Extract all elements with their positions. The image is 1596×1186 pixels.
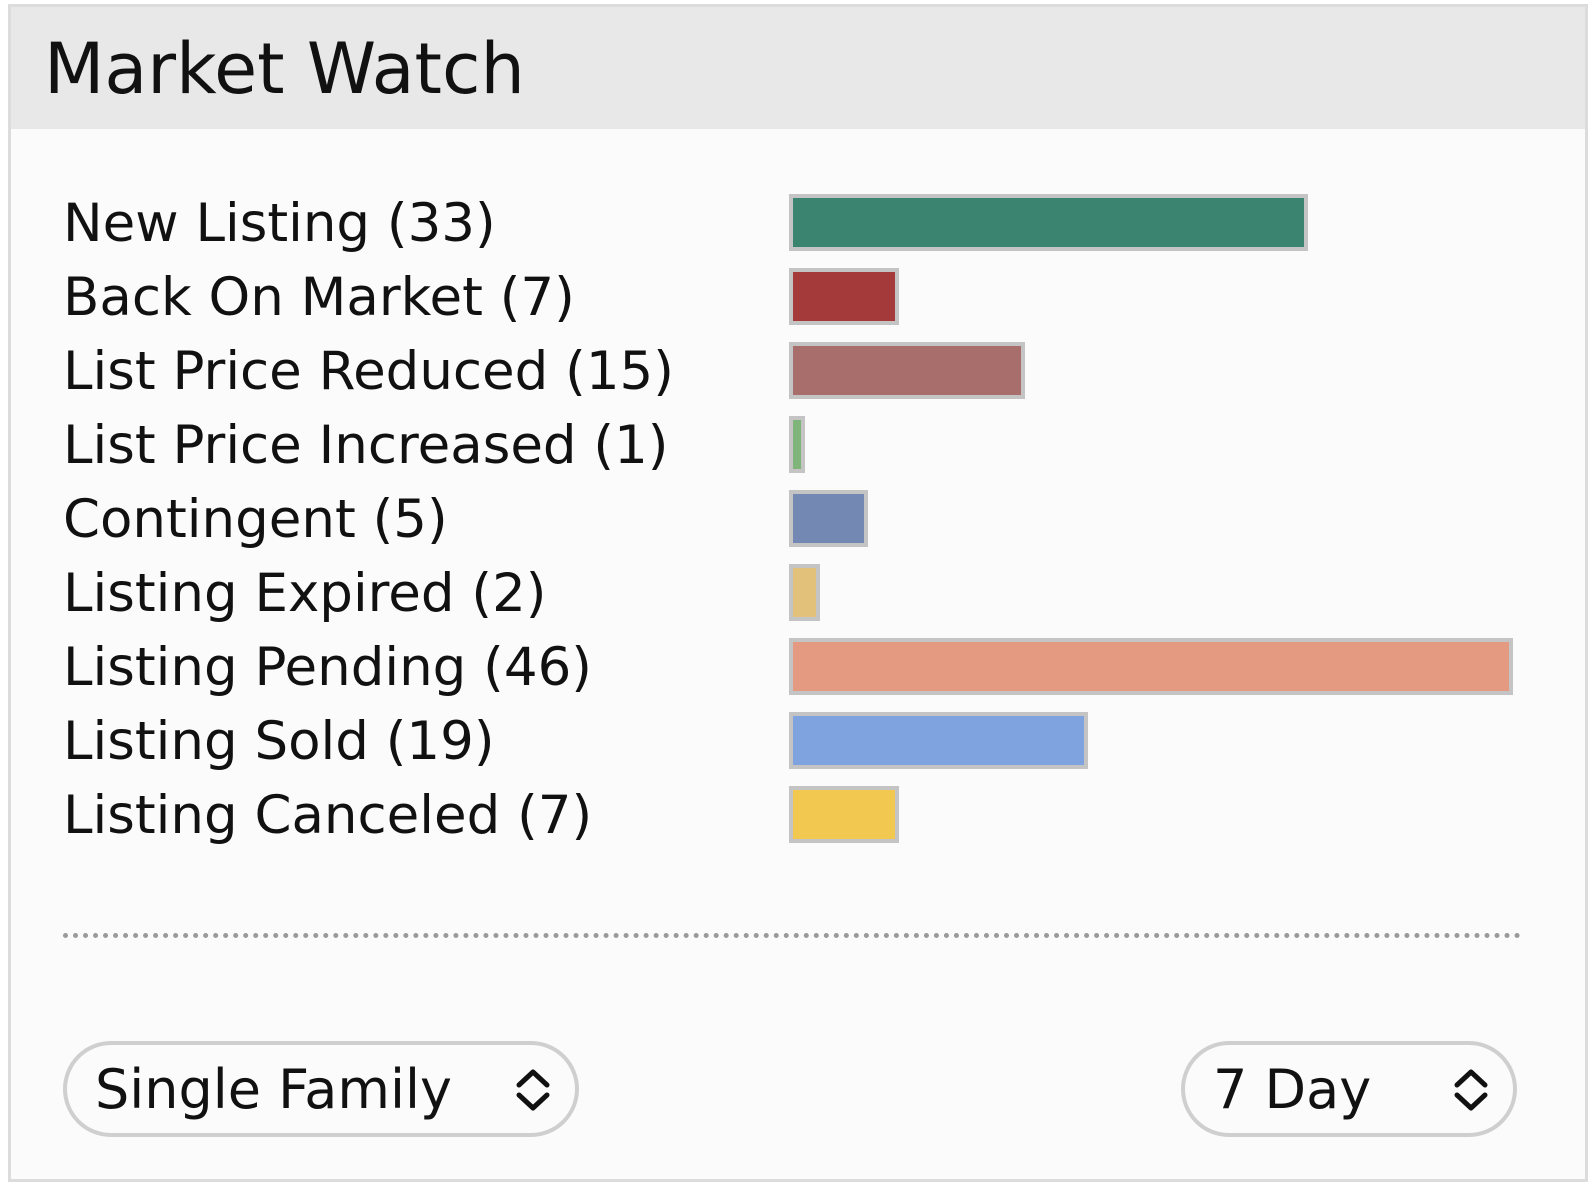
stat-bar[interactable] — [789, 490, 868, 547]
dotted-divider — [63, 933, 1521, 938]
stat-bar[interactable] — [789, 786, 899, 843]
stat-bar[interactable] — [789, 194, 1308, 251]
stat-row[interactable]: Contingent (5) — [11, 483, 1585, 557]
stat-row[interactable]: List Price Reduced (15) — [11, 335, 1585, 409]
stat-bar[interactable] — [789, 564, 820, 621]
stat-label[interactable]: New Listing (33) — [63, 193, 496, 254]
stat-label[interactable]: Listing Expired (2) — [63, 563, 547, 624]
stat-bar[interactable] — [789, 638, 1513, 695]
stat-bar[interactable] — [789, 268, 899, 325]
stat-row[interactable]: Listing Pending (46) — [11, 631, 1585, 705]
property-type-value: Single Family — [95, 1058, 452, 1121]
stat-row[interactable]: New Listing (33) — [11, 187, 1585, 261]
time-range-value: 7 Day — [1213, 1058, 1372, 1121]
property-type-select[interactable]: Single Family — [63, 1041, 579, 1137]
stat-row[interactable]: Listing Sold (19) — [11, 705, 1585, 779]
stat-row[interactable]: Back On Market (7) — [11, 261, 1585, 335]
panel-title: Market Watch — [44, 28, 525, 110]
stat-bar[interactable] — [789, 712, 1088, 769]
stat-label[interactable]: Listing Sold (19) — [63, 711, 495, 772]
market-watch-panel: Market Watch New Listing (33) Back On Mar… — [8, 4, 1588, 1182]
stat-label[interactable]: Contingent (5) — [63, 489, 448, 550]
stat-row[interactable]: Listing Expired (2) — [11, 557, 1585, 631]
panel-header: Market Watch — [11, 7, 1585, 129]
stat-bar[interactable] — [789, 416, 805, 473]
stat-label[interactable]: Listing Canceled (7) — [63, 785, 593, 846]
stat-label[interactable]: Back On Market (7) — [63, 267, 575, 328]
stat-row[interactable]: List Price Increased (1) — [11, 409, 1585, 483]
stat-label[interactable]: List Price Reduced (15) — [63, 341, 674, 402]
stats-list: New Listing (33) Back On Market (7) List P… — [11, 187, 1585, 853]
stat-row[interactable]: Listing Canceled (7) — [11, 779, 1585, 853]
time-range-select[interactable]: 7 Day — [1181, 1041, 1517, 1137]
stat-label[interactable]: List Price Increased (1) — [63, 415, 669, 476]
updown-chevron-icon — [1454, 1069, 1488, 1111]
stat-bar[interactable] — [789, 342, 1025, 399]
updown-chevron-icon — [516, 1069, 550, 1111]
stat-label[interactable]: Listing Pending (46) — [63, 637, 592, 698]
